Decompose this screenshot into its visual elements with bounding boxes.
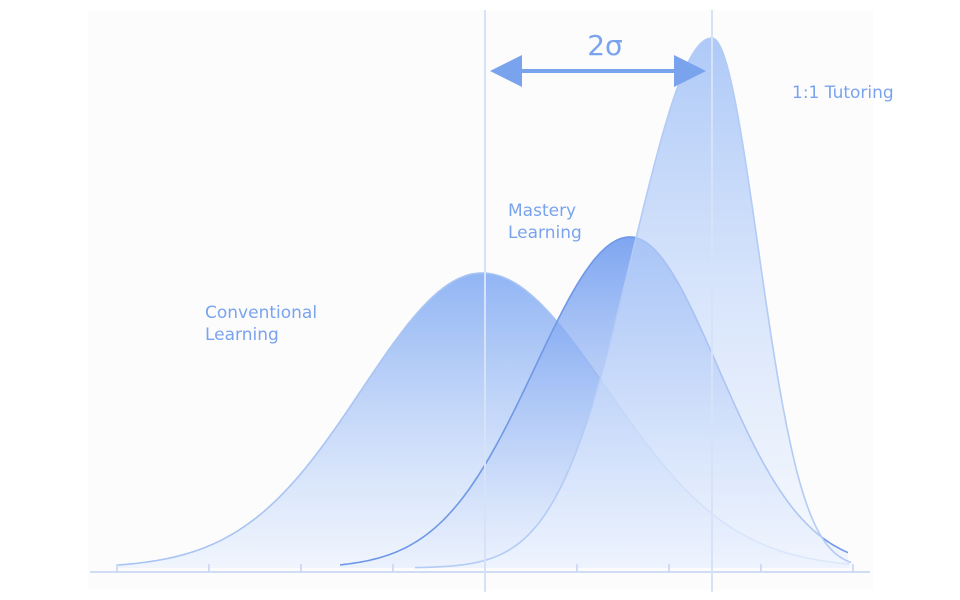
curve-fill xyxy=(415,38,852,568)
gap-label: 2σ xyxy=(587,29,623,62)
curve-label: 1:1 Tutoring xyxy=(792,83,894,103)
curves xyxy=(116,37,852,569)
curve-label: Mastery xyxy=(508,201,576,221)
curve-label: Learning xyxy=(508,223,582,243)
curve-label: Learning xyxy=(205,325,279,345)
curve-label: Conventional xyxy=(205,303,317,323)
curve-outline xyxy=(415,37,852,569)
